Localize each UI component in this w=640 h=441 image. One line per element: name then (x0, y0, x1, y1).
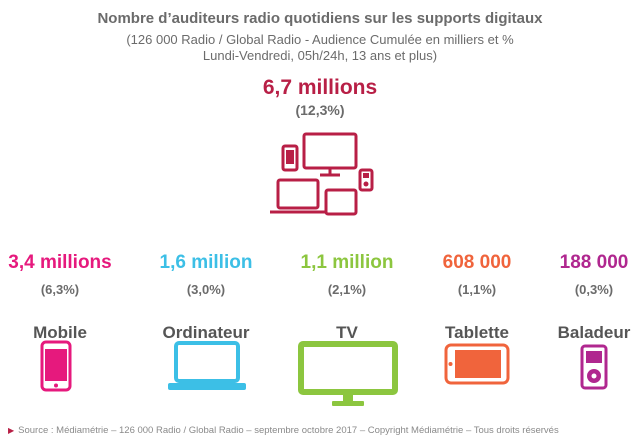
stat-tv: 1,1 million (2,1%) TV (277, 252, 417, 343)
stat-tablette: 608 000 (1,1%) Tablette (407, 252, 547, 343)
chart-subtitle-line-2: Lundi-Vendredi, 05h/24h, 13 ans et plus) (202, 48, 438, 63)
laptop-icon (168, 341, 246, 390)
percent-label-tablette: (1,1%) (457, 282, 497, 297)
value-label-tablette: 608 000 (442, 252, 512, 273)
tablet-icon (444, 343, 510, 385)
category-label-baladeur: Baladeur (557, 323, 631, 342)
value-label-baladeur: 188 000 (559, 252, 629, 273)
bullet-arrow-icon: ▶ (8, 426, 15, 435)
source-note: ▶ Source : Médiamétrie – 126 000 Radio / … (8, 425, 559, 436)
stat-baladeur: 188 000 (0,3%) Baladeur (524, 252, 640, 343)
percent-label-baladeur: (0,3%) (574, 282, 614, 297)
stat-mobile: 3,4 millions (6,3%) Mobile (0, 252, 130, 343)
chart-title: Nombre d’auditeurs radio quotidiens sur … (97, 10, 543, 27)
percent-label-tv: (2,1%) (327, 282, 367, 297)
category-label-tablette: Tablette (445, 323, 509, 342)
music-player-icon (580, 344, 608, 390)
value-label-mobile: 3,4 millions (8, 252, 112, 273)
stat-ordinateur: 1,6 million (3,0%) Ordinateur (136, 252, 276, 343)
mobile-phone-icon (40, 340, 72, 392)
total-percent-label: (12,3%) (295, 102, 345, 118)
total-value-label: 6,7 millions (262, 76, 378, 99)
category-label-mobile: Mobile (33, 323, 87, 342)
percent-label-ordinateur: (3,0%) (186, 282, 226, 297)
chart-subtitle-line-1: (126 000 Radio / Global Radio - Audience… (126, 32, 514, 47)
percent-label-mobile: (6,3%) (40, 282, 80, 297)
multi-device-icon (270, 132, 374, 216)
value-label-ordinateur: 1,6 million (159, 252, 253, 273)
tv-icon (298, 341, 398, 406)
value-label-tv: 1,1 million (300, 252, 394, 273)
category-label-tv: TV (336, 323, 358, 342)
category-label-ordinateur: Ordinateur (162, 323, 250, 342)
source-text: Source : Médiamétrie – 126 000 Radio / G… (18, 425, 559, 436)
